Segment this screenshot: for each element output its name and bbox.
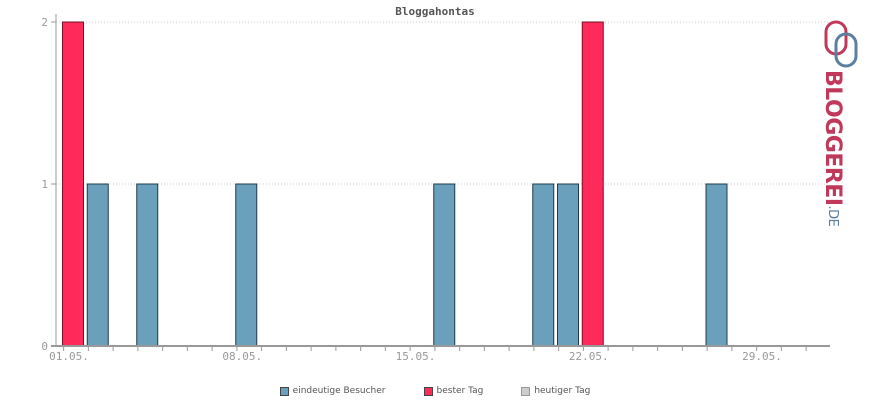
bloggerei-logo-icon — [824, 20, 858, 68]
bar-visitors — [136, 183, 159, 347]
legend-item-visitors: eindeutige Besucher — [279, 386, 386, 396]
chart-title: Bloggahontas — [395, 5, 475, 18]
y-tick-label: 1 — [41, 178, 48, 191]
bloggerei-logo-text: BLOGGEREI.DE — [820, 70, 845, 227]
legend-item-today: heutiger Tag — [521, 386, 590, 396]
legend-label-best-day: bester Tag — [436, 386, 484, 396]
legend-item-best-day: bester Tag — [423, 386, 484, 396]
legend-swatch-today — [521, 386, 531, 396]
legend-swatch-visitors — [279, 386, 289, 396]
x-tick-label: 29.05. — [742, 350, 782, 363]
x-tick-label: 01.05. — [49, 350, 89, 363]
bar-visitors — [433, 183, 456, 347]
bar-visitors — [235, 183, 258, 347]
y-tick-label: 0 — [41, 340, 48, 353]
bar-best-day — [581, 21, 604, 347]
legend-swatch-best-day — [423, 386, 433, 396]
bar-visitors — [557, 183, 579, 347]
x-tick-label: 08.05. — [222, 350, 262, 363]
bar-visitors — [86, 183, 109, 347]
legend: eindeutige Besucher bester Tag heutiger … — [0, 386, 870, 396]
legend-label-today: heutiger Tag — [534, 386, 591, 396]
bar-visitors — [705, 183, 728, 347]
logo-suffix: .DE — [825, 205, 840, 227]
x-tick-label: 22.05. — [569, 350, 609, 363]
bar-visitors — [532, 183, 555, 347]
logo-text: BLOGGEREI — [820, 70, 845, 206]
y-tick-label: 2 — [41, 16, 48, 29]
bar-best-day — [62, 21, 84, 347]
legend-label-visitors: eindeutige Besucher — [292, 386, 386, 396]
x-tick-label: 15.05. — [396, 350, 436, 363]
